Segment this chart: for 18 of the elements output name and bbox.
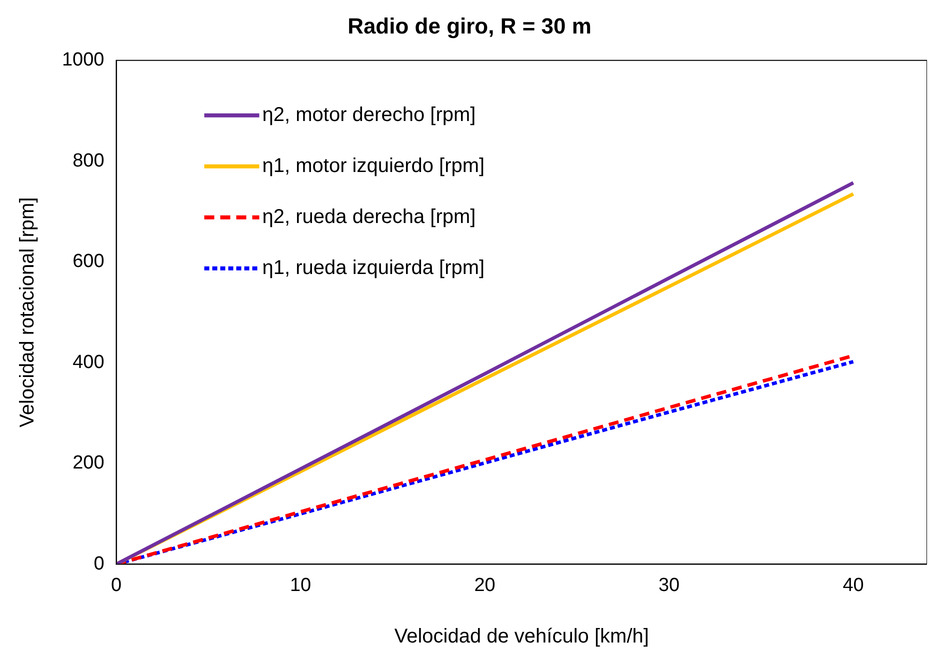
y-tick-label: 400 (72, 352, 104, 373)
y-tick-label: 0 (94, 553, 104, 574)
y-tick-label: 200 (72, 452, 104, 474)
x-tick-label: 30 (658, 574, 680, 596)
x-tick-label: 10 (290, 574, 312, 596)
y-tick-label: 1000 (62, 50, 104, 71)
x-tick-label: 20 (474, 574, 496, 596)
chart-title: Radio de giro, R = 30 m (348, 13, 592, 38)
y-tick-label: 600 (72, 251, 104, 272)
legend-label: η1, rueda izquierda [rpm] (262, 256, 485, 279)
x-tick-label: 40 (842, 574, 864, 596)
y-axis-title: Velocidad rotacional [rpm] (16, 197, 39, 428)
legend-label: η1, motor izquierdo [rpm] (262, 154, 485, 177)
legend-label: η2, motor derecho [rpm] (262, 104, 476, 126)
x-axis-title: Velocidad de vehículo [km/h] (394, 626, 649, 648)
y-tick-label: 800 (72, 150, 104, 172)
x-tick-label: 0 (110, 574, 122, 596)
legend-label: η2, rueda derecha [rpm] (262, 206, 476, 228)
